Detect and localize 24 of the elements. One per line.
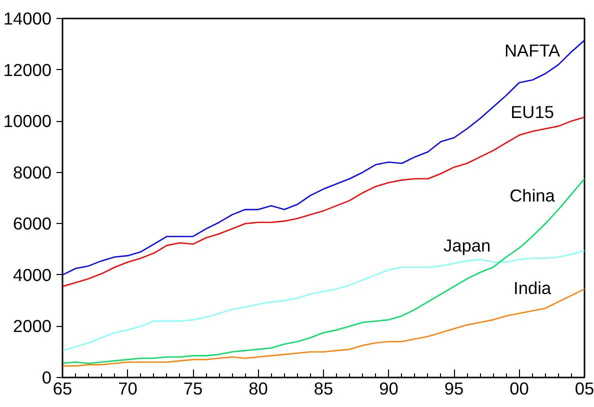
x-tick-label: 80 xyxy=(248,378,268,398)
x-tick-label: 75 xyxy=(183,378,203,398)
series-label: India xyxy=(514,278,552,298)
x-tick-label: 70 xyxy=(118,378,138,398)
y-tick-label: 12000 xyxy=(3,60,52,80)
series-label: NAFTA xyxy=(504,40,560,61)
y-tick-label: 2000 xyxy=(12,316,52,336)
y-tick-label: 6000 xyxy=(12,214,52,234)
x-tick-label: 90 xyxy=(379,378,398,398)
series-label: EU15 xyxy=(510,102,554,122)
series-label: China xyxy=(510,186,556,206)
x-tick-label: 95 xyxy=(444,378,464,398)
line-series xyxy=(62,40,584,276)
x-tick-label: 00 xyxy=(510,378,529,398)
x-tick-label: 85 xyxy=(314,378,334,398)
series-label: Japan xyxy=(443,236,491,256)
x-tick-label: 65 xyxy=(52,378,72,398)
y-tick-label: 14000 xyxy=(3,8,52,28)
line-series xyxy=(62,178,584,364)
x-tick-label: 05 xyxy=(574,378,594,398)
y-tick-label: 8000 xyxy=(12,162,52,182)
y-tick-label: 10000 xyxy=(3,111,52,132)
y-tick-label: 4000 xyxy=(12,264,52,285)
y-tick-label: 0 xyxy=(42,368,52,388)
